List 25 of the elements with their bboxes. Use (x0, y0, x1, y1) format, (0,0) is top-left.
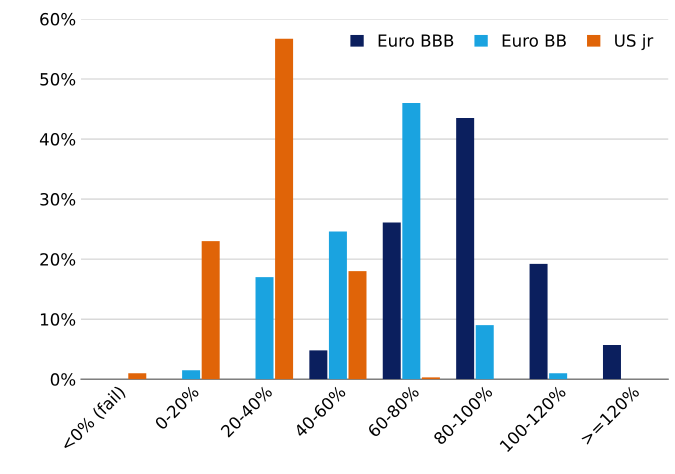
y-tick-label: 10% (40, 313, 76, 326)
bar (256, 277, 274, 380)
bar (456, 118, 474, 380)
legend-label: Euro BBB (378, 34, 454, 47)
bar (476, 325, 494, 380)
bar (602, 344, 621, 380)
bar (348, 271, 366, 380)
bar (202, 241, 220, 380)
y-tick-label: 50% (40, 72, 76, 86)
legend-label: US jr (615, 34, 654, 50)
bar (275, 38, 294, 380)
y-tick-label: 40% (40, 133, 76, 146)
y-tick-label: 30% (40, 193, 76, 206)
y-tick-label: 20% (40, 253, 76, 266)
bar (530, 264, 548, 380)
bar (402, 103, 420, 380)
bar (549, 373, 568, 380)
bar (382, 222, 401, 380)
y-tick-label: 0% (50, 373, 76, 386)
y-tick-label: 60% (40, 12, 76, 26)
bar (128, 373, 146, 380)
bar (182, 370, 200, 380)
bar (309, 350, 328, 380)
legend-label: Euro BB (502, 34, 566, 47)
bar (328, 232, 347, 380)
